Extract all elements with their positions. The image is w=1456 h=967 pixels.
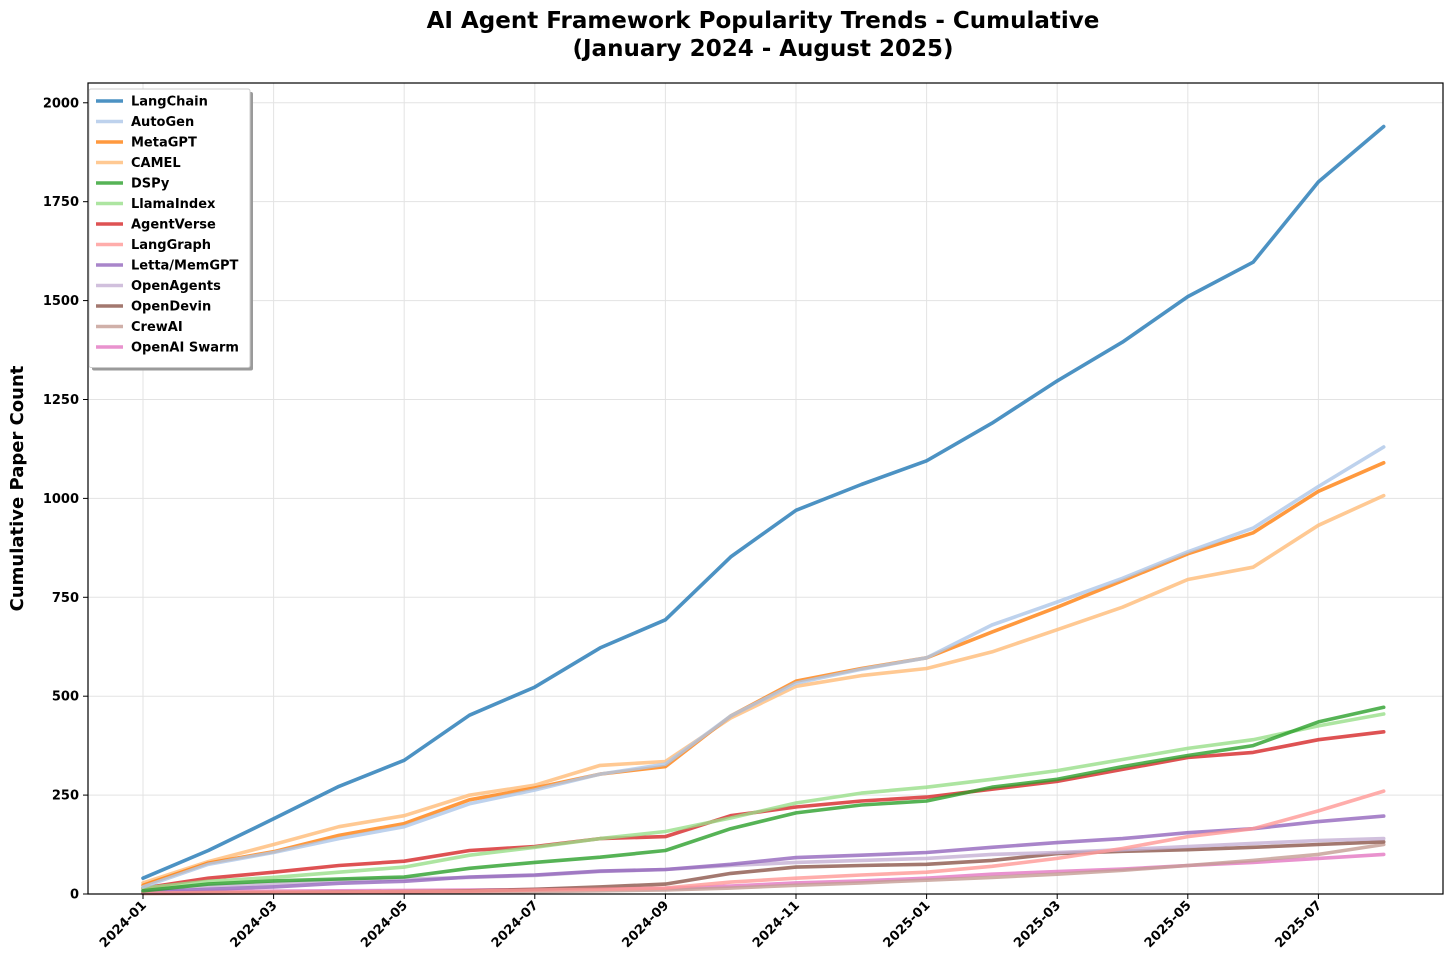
series-line-autogen [141, 445, 1386, 889]
series-lines [141, 124, 1386, 896]
y-tick-label: 1500 [43, 294, 79, 309]
x-tick-label: 2025-01 [881, 898, 934, 951]
legend-label-autogen: AutoGen [131, 115, 194, 130]
series-line-langchain [141, 124, 1386, 881]
legend: LangChain AutoGen MetaGPT CAMEL DSPy LlamaInd… [88, 88, 253, 371]
legend-label-letta-memgpt: Letta/MemGPT [131, 259, 239, 274]
y-axis-label: Cumulative Paper Count [7, 365, 28, 611]
series-line-dspy [141, 705, 1386, 893]
x-tick-label: 2025-07 [1272, 898, 1325, 951]
legend-label-llamaindex: LlamaIndex [131, 197, 216, 212]
legend-label-camel: CAMEL [131, 156, 181, 171]
y-tick-label: 250 [52, 789, 79, 804]
x-tick-label: 2024-01 [97, 898, 150, 951]
y-tick-label: 750 [52, 591, 79, 606]
x-tick-label: 2025-03 [1011, 898, 1064, 951]
x-tick-label: 2024-03 [228, 898, 281, 951]
legend-label-langchain: LangChain [131, 95, 208, 110]
legend-label-crewai: CrewAI [131, 320, 183, 335]
series-line-letta-memgpt [141, 814, 1386, 894]
chart-title-line-1: AI Agent Framework Popularity Trends - C… [427, 8, 1100, 34]
y-axis: 0 250 500 750 1000 1250 1500 1750 2000 [43, 96, 88, 903]
chart-title-line-2: (January 2024 - August 2025) [572, 36, 953, 62]
x-tick-label: 2024-11 [750, 898, 803, 951]
y-tick-label: 1250 [43, 393, 79, 408]
legend-label-agentverse: AgentVerse [131, 218, 216, 233]
chart-title: AI Agent Framework Popularity Trends - C… [427, 8, 1100, 62]
legend-box [88, 88, 251, 368]
legend-label-openagents: OpenAgents [131, 279, 221, 294]
y-tick-label: 0 [70, 888, 79, 903]
y-tick-label: 500 [52, 690, 79, 705]
legend-label-opendevin: OpenDevin [131, 300, 211, 315]
series-line-camel [141, 493, 1386, 885]
y-tick-label: 2000 [43, 96, 79, 111]
y-tick-label: 1750 [43, 195, 79, 210]
legend-label-openai-swarm: OpenAI Swarm [131, 341, 239, 356]
legend-label-langgraph: LangGraph [131, 238, 211, 253]
grid [88, 83, 1443, 895]
y-tick-label: 1000 [43, 492, 79, 507]
x-axis: 2024-01 2024-03 2024-05 2024-07 2024-09 2024-… [97, 894, 1325, 951]
legend-label-dspy: DSPy [131, 177, 170, 192]
series-line-llamaindex [141, 712, 1386, 890]
x-tick-label: 2024-09 [619, 898, 672, 951]
legend-label-metagpt: MetaGPT [131, 136, 197, 151]
x-tick-label: 2025-05 [1142, 898, 1195, 951]
x-tick-label: 2024-07 [489, 898, 542, 951]
series-line-langgraph [141, 789, 1386, 896]
x-tick-label: 2024-05 [358, 898, 411, 951]
plot-frame [87, 82, 1444, 895]
